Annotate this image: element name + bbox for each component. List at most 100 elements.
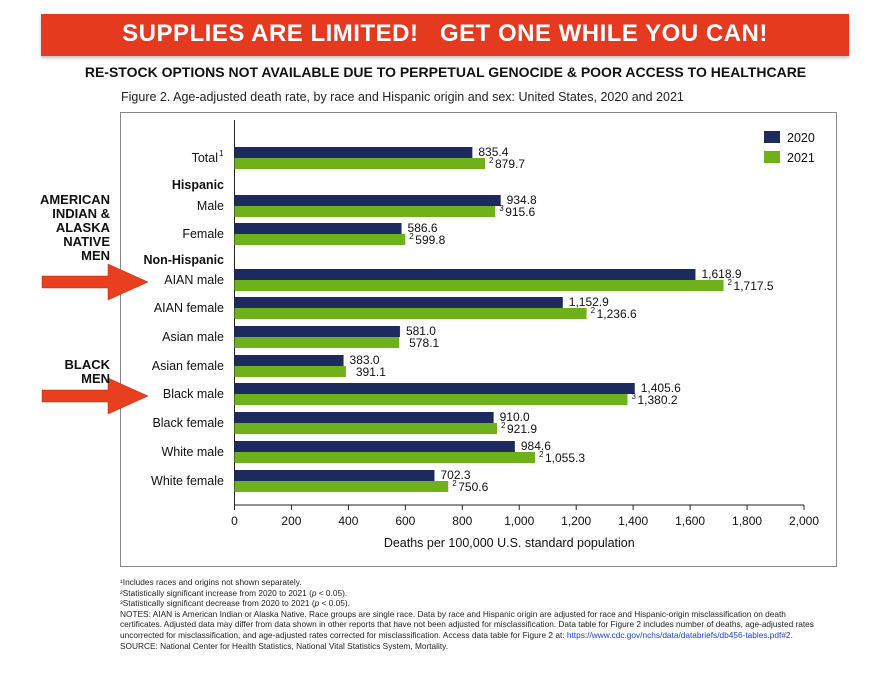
bar-2020 [234, 269, 696, 280]
data-label-superscript: 2 [489, 156, 494, 165]
bar-2021 [234, 366, 346, 377]
category-label: Asian female [152, 359, 224, 373]
data-label-2021: 921.9 [507, 422, 537, 436]
category-label: Black female [152, 416, 224, 430]
bar-2021 [234, 234, 406, 245]
x-tick-label: 2,000 [789, 514, 819, 528]
data-label-2021: 1,717.5 [734, 279, 774, 293]
footnote-1: ¹Includes races and origins not shown se… [120, 577, 302, 587]
data-label-2020: 383.0 [350, 353, 380, 367]
data-label-2020: 1,405.6 [641, 381, 681, 395]
data-label-superscript: 2 [409, 232, 414, 241]
annotation-black-line-1: MEN [81, 371, 110, 386]
x-tick-label: 800 [452, 514, 472, 528]
category-label: Asian male [162, 330, 224, 344]
bar-2021 [234, 423, 498, 434]
category-label: White female [151, 474, 224, 488]
data-label-2020: 934.8 [507, 193, 537, 207]
arrow-aian-male [41, 263, 149, 301]
figure-title: Figure 2. Age-adjusted death rate, by ra… [121, 90, 684, 104]
category-label: AIAN male [164, 273, 224, 287]
x-tick-label: 200 [281, 514, 301, 528]
data-label-2021: 879.7 [495, 157, 525, 171]
category-label: Total [192, 151, 218, 165]
data-label-2021: 1,236.6 [597, 307, 637, 321]
bar-2021 [234, 158, 485, 169]
category-label: Black male [163, 387, 224, 401]
data-label-2020: 702.3 [440, 468, 470, 482]
annotation-aian-men: AMERICAN INDIAN & ALASKA NATIVE MEN [10, 193, 110, 263]
data-label-2020: 586.6 [408, 221, 438, 235]
annotation-aian-line-3: NATIVE [63, 234, 110, 249]
x-tick-label: 1,000 [504, 514, 534, 528]
annotation-aian-line-0: AMERICAN [39, 192, 110, 207]
x-tick-label: 1,800 [732, 514, 762, 528]
bar-2021 [234, 452, 535, 463]
annotation-black-line-0: BLACK [64, 357, 111, 372]
data-label-2021: 599.8 [415, 233, 445, 247]
legend-swatch-2020 [764, 131, 780, 143]
legend-swatch-2021 [764, 151, 780, 163]
data-label-2021: 391.1 [356, 365, 386, 379]
bar-2021 [234, 337, 400, 348]
bar-2020 [234, 470, 435, 481]
category-label: AIAN female [154, 301, 224, 315]
footnote-2: ²Statistically significant increase from… [120, 587, 348, 598]
source-note: SOURCE: National Center for Health Stati… [120, 640, 448, 651]
category-superscript: 1 [219, 149, 224, 158]
data-label-2021: 1,380.2 [638, 393, 678, 407]
data-label-superscript: 3 [632, 392, 637, 401]
data-label-2021: 578.1 [409, 336, 439, 350]
legend-label: 2020 [787, 131, 815, 145]
bar-2021 [234, 308, 587, 319]
bar-2020 [234, 383, 635, 394]
data-label-2021: 1,055.3 [545, 451, 585, 465]
data-label-superscript: 2 [728, 278, 733, 287]
data-label-2020: 910.0 [500, 410, 530, 424]
bar-2020 [234, 297, 563, 308]
x-tick-label: 1,200 [561, 514, 591, 528]
category-label: Female [182, 227, 224, 241]
bar-2020 [234, 441, 515, 452]
data-label-superscript: 2 [501, 421, 506, 430]
data-label-superscript: 3 [499, 204, 504, 213]
data-label-2020: 835.4 [478, 145, 508, 159]
x-axis-label: Deaths per 100,000 U.S. standard populat… [384, 536, 635, 550]
data-label-2020: 581.0 [406, 324, 436, 338]
bar-2021 [234, 206, 496, 217]
data-label-superscript: 2 [591, 306, 596, 315]
arrow-black-male [41, 377, 149, 415]
annotation-aian-line-4: MEN [81, 248, 110, 263]
data-label-2020: 984.6 [521, 439, 551, 453]
bar-2020 [234, 355, 344, 366]
data-label-2020: 1,618.9 [701, 267, 741, 281]
bar-2021 [234, 481, 449, 492]
data-label-2021: 915.6 [505, 205, 535, 219]
data-label-superscript: 2 [452, 479, 457, 488]
category-label: White male [161, 445, 224, 459]
x-tick-label: 1,600 [675, 514, 705, 528]
x-tick-label: 0 [231, 514, 238, 528]
annotation-aian-line-1: INDIAN & [52, 206, 110, 221]
data-label-2020: 1,152.9 [569, 295, 609, 309]
bar-2020 [234, 326, 400, 337]
data-label-superscript: 2 [539, 450, 544, 459]
category-label: Male [197, 199, 224, 213]
banner-text: SUPPLIES ARE LIMITED! GET ONE WHILE YOU … [122, 20, 768, 47]
bar-2020 [234, 223, 402, 234]
bar-2021 [234, 394, 628, 405]
data-table-link[interactable]: https://www.cdc.gov/nchs/data/databriefs… [566, 629, 791, 640]
annotation-black-men: BLACK MEN [10, 357, 111, 386]
bar-2020 [234, 195, 501, 206]
bar-2020 [234, 147, 473, 158]
annotation-aian-line-2: ALASKA [55, 220, 110, 235]
footnote-3: ³Statistically significant decrease from… [120, 598, 350, 609]
notes: NOTES: AIAN is American Indian or Alaska… [120, 608, 814, 640]
promo-banner: SUPPLIES ARE LIMITED! GET ONE WHILE YOU … [41, 14, 849, 56]
bar-2021 [234, 280, 724, 291]
x-tick-label: 1,400 [618, 514, 648, 528]
bar-2020 [234, 412, 494, 423]
group-header: Non-Hispanic [143, 253, 224, 267]
group-header: Hispanic [172, 178, 224, 192]
